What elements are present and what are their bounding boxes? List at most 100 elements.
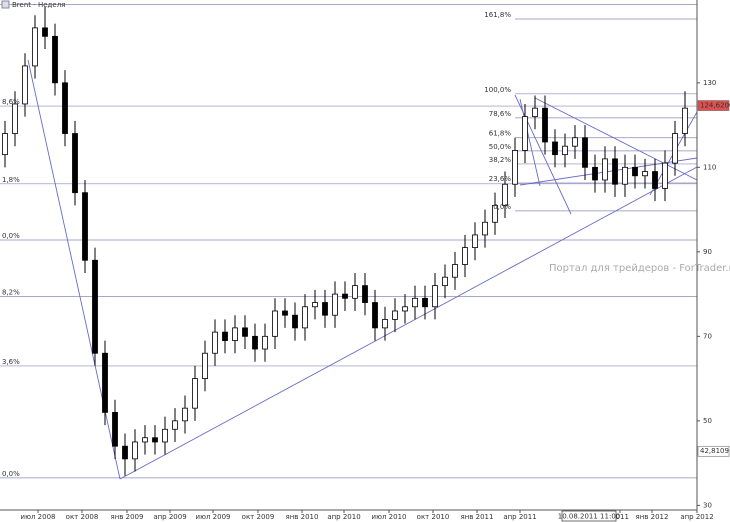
x-tick-label: янв 2009 (111, 513, 144, 521)
candle-body (532, 107, 538, 118)
candle-body (522, 116, 528, 151)
candle-body (232, 327, 238, 341)
candle-body (72, 133, 78, 194)
trend-line (519, 98, 541, 187)
candle-body (492, 204, 498, 223)
candle-body (602, 158, 608, 181)
trend-lines (27, 59, 697, 480)
x-tick-label: окт 2010 (417, 513, 450, 521)
candle-body (382, 319, 388, 329)
candle-body (362, 285, 368, 303)
candle-body (112, 411, 118, 447)
y-tick-label: 130 (703, 79, 716, 87)
x-tick-label: июл 2008 (21, 513, 56, 521)
candle-body (92, 259, 98, 354)
y-tick-label: 110 (703, 163, 716, 171)
x-tick-label: апр 2011 (503, 513, 536, 521)
y-tick-label: 50 (703, 417, 712, 425)
fib-label: 0,0% (2, 470, 20, 478)
candle-body (282, 310, 288, 316)
candle-body (482, 221, 488, 236)
candle-body (412, 297, 418, 308)
fib-label: 0,0% (493, 203, 511, 211)
candle-body (222, 331, 228, 341)
axes: 8,6% 1,8% 0,0% 8,2% 3,6% 0,0% 161,8% 100,0% 78,6… (2, 11, 730, 521)
price-label: 124,6200 (700, 102, 730, 110)
fib-label: 8,6% (2, 98, 20, 106)
watermark: Портал для трейдеров - ForTrader.ru (549, 263, 730, 274)
candle-body (582, 137, 588, 168)
fib-label: 1,8% (2, 176, 20, 184)
y-tick-label: 30 (703, 501, 712, 509)
icon (1, 0, 10, 9)
candle-body (632, 166, 638, 177)
cursor-box (561, 510, 617, 522)
trend-line (534, 97, 697, 181)
candle-body (432, 285, 438, 308)
candle-body (332, 293, 338, 316)
candle-body (302, 306, 308, 329)
fib-label: 78,6% (489, 110, 512, 118)
x-tick-label: июл 2009 (196, 513, 231, 521)
fib-label: 100,0% (484, 86, 511, 94)
candle-body (32, 27, 38, 67)
candle-body (182, 407, 188, 422)
candle-body (642, 171, 648, 177)
candle-body (122, 445, 128, 460)
candle-body (152, 437, 158, 443)
x-tick-label: апр 2010 (327, 513, 360, 521)
x-tick-label: окт 2009 (242, 513, 275, 521)
candle-body (612, 158, 618, 185)
candle-body (142, 437, 148, 443)
candle-body (312, 302, 318, 308)
candles (2, 6, 688, 476)
candle-body (242, 327, 248, 337)
candle-body (252, 335, 258, 350)
fib-label: 50,0% (489, 143, 512, 151)
candle-body (212, 331, 218, 354)
candle-body (652, 171, 658, 189)
candle-body (102, 352, 108, 413)
candle-body (342, 293, 348, 299)
candle-body (592, 166, 598, 181)
candle-body (622, 166, 628, 185)
x-tick-label: янв 2010 (286, 513, 319, 521)
candle-body (22, 65, 28, 105)
candle-body (472, 234, 478, 249)
candle-body (442, 276, 448, 287)
candle-body (392, 310, 398, 320)
cursor-label: 10.08.2011 11:00 (558, 513, 620, 521)
candle-body (42, 27, 48, 37)
x-tick-label: апр 2009 (153, 513, 186, 521)
price-box (697, 445, 730, 457)
x-tick-label: окт 2008 (66, 513, 99, 521)
candle-body (12, 103, 18, 134)
fib-label: 23,6% (489, 175, 512, 183)
candle-body (192, 378, 198, 409)
fib-label: 0,0% (2, 232, 20, 240)
candle-body (502, 183, 508, 206)
y-tick-label: 70 (703, 332, 712, 340)
candle-body (162, 428, 168, 443)
fib-label: 8,2% (2, 289, 20, 297)
candle-body (292, 314, 298, 329)
price-box (697, 100, 730, 111)
x-tick-label: апр 2012 (680, 513, 713, 521)
fib-label: 3,6% (2, 358, 20, 366)
candle-body (372, 302, 378, 329)
candle-body (512, 150, 518, 185)
candle-body (272, 310, 278, 337)
chart-title: Brent - Неделя (12, 1, 65, 9)
candle-body (452, 264, 458, 278)
trend-line (519, 157, 697, 186)
trend-line (514, 94, 572, 215)
candle-body (202, 352, 208, 379)
candle-body (2, 133, 8, 156)
candle-body (322, 302, 328, 316)
x-tick-label: 2011 (611, 513, 629, 521)
trend-line (119, 166, 697, 480)
candle-body (402, 306, 408, 312)
fib-label: 38,2% (489, 156, 512, 164)
x-tick-label: июл 2010 (372, 513, 407, 521)
